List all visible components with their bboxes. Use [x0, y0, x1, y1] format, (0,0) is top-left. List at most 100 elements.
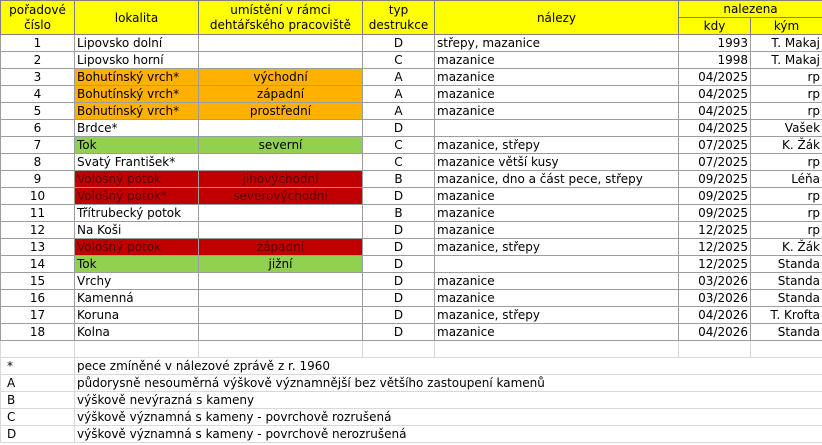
header-type-line2: destrukce: [368, 17, 429, 32]
cell-finds: [434, 119, 679, 137]
cell-type: D: [362, 221, 435, 239]
header-location: lokalita: [74, 0, 199, 35]
empty-cell: [0, 340, 75, 358]
cell-who: rp: [749, 153, 822, 171]
header-num: pořadové číslo: [0, 0, 75, 35]
cell-num: 15: [0, 272, 75, 290]
header-placement-line2: dehtářského pracoviště: [209, 17, 352, 32]
cell-location: Tok: [74, 255, 199, 273]
cell-placement: západní: [198, 238, 363, 256]
cell-location: Bohutínský vrch*: [74, 85, 199, 103]
cell-finds: mazanice: [434, 85, 679, 103]
cell-placement: [198, 204, 363, 222]
cell-when: 04/2025: [678, 102, 751, 120]
cell-finds: mazanice: [434, 68, 679, 86]
cell-who: Vašek: [749, 119, 822, 137]
cell-when: 09/2025: [678, 170, 751, 188]
cell-when: 07/2025: [678, 136, 751, 154]
cell-finds: mazanice, střepy: [434, 136, 679, 154]
cell-when: 04/2026: [678, 323, 751, 341]
cell-location: Vološný potok: [74, 238, 199, 256]
cell-when: 07/2025: [678, 153, 751, 171]
cell-location: Lipovsko horní: [74, 51, 199, 69]
cell-who: Léňa: [749, 170, 822, 188]
legend-text: výškově významná s kameny - povrchově ro…: [73, 408, 822, 426]
cell-who: T. Makaj: [749, 34, 822, 52]
cell-location: Bohutínský vrch*: [74, 102, 199, 120]
cell-when: 04/2025: [678, 85, 751, 103]
cell-type: D: [362, 238, 435, 256]
cell-when: 09/2025: [678, 187, 751, 205]
cell-finds: mazanice: [434, 221, 679, 239]
cell-finds: mazanice, dno a část pece, střepy: [434, 170, 679, 188]
cell-location: Kolna: [74, 323, 199, 341]
cell-when: 03/2026: [678, 289, 751, 307]
cell-location: Koruna: [74, 306, 199, 324]
cell-num: 7: [0, 136, 75, 154]
legend-key: A: [0, 374, 75, 392]
legend-text: půdorysně nesouměrná výškově významnější…: [73, 374, 822, 392]
cell-type: C: [362, 153, 435, 171]
cell-who: rp: [749, 221, 822, 239]
cell-num: 17: [0, 306, 75, 324]
header-who: kým: [749, 17, 822, 35]
cell-location: Vološný potok: [74, 170, 199, 188]
cell-who: rp: [749, 187, 822, 205]
cell-finds: mazanice větší kusy: [434, 153, 679, 171]
cell-type: B: [362, 204, 435, 222]
cell-type: D: [362, 323, 435, 341]
cell-placement: jižní: [198, 255, 363, 273]
cell-type: D: [362, 272, 435, 290]
cell-placement: [198, 34, 363, 52]
legend-key: D: [0, 425, 75, 443]
cell-num: 11: [0, 204, 75, 222]
cell-finds: mazanice: [434, 204, 679, 222]
empty-cell: [362, 340, 435, 358]
cell-num: 16: [0, 289, 75, 307]
cell-who: rp: [749, 68, 822, 86]
cell-when: 12/2025: [678, 238, 751, 256]
cell-type: D: [362, 289, 435, 307]
cell-who: T. Makaj: [749, 51, 822, 69]
cell-num: 18: [0, 323, 75, 341]
cell-type: C: [362, 51, 435, 69]
cell-num: 4: [0, 85, 75, 103]
cell-type: D: [362, 187, 435, 205]
cell-num: 14: [0, 255, 75, 273]
cell-type: A: [362, 85, 435, 103]
cell-location: Svatý František*: [74, 153, 199, 171]
cell-type: D: [362, 34, 435, 52]
cell-finds: mazanice: [434, 289, 679, 307]
legend-key: *: [0, 357, 75, 375]
cell-when: 03/2026: [678, 272, 751, 290]
cell-when: 12/2025: [678, 255, 751, 273]
cell-placement: [198, 51, 363, 69]
cell-placement: prostřední: [198, 102, 363, 120]
legend-key: C: [0, 408, 75, 426]
cell-placement: [198, 272, 363, 290]
cell-num: 13: [0, 238, 75, 256]
cell-num: 12: [0, 221, 75, 239]
cell-finds: střepy, mazanice: [434, 34, 679, 52]
cell-finds: mazanice, střepy: [434, 306, 679, 324]
header-type-line1: typ: [388, 2, 409, 17]
cell-location: Kamenná: [74, 289, 199, 307]
cell-who: K. Žák: [749, 238, 822, 256]
cell-location: Vološný potok*: [74, 187, 199, 205]
cell-location: Bohutínský vrch*: [74, 68, 199, 86]
cell-when: 04/2026: [678, 306, 751, 324]
cell-who: rp: [749, 85, 822, 103]
cell-num: 9: [0, 170, 75, 188]
cell-num: 2: [0, 51, 75, 69]
cell-finds: mazanice: [434, 51, 679, 69]
